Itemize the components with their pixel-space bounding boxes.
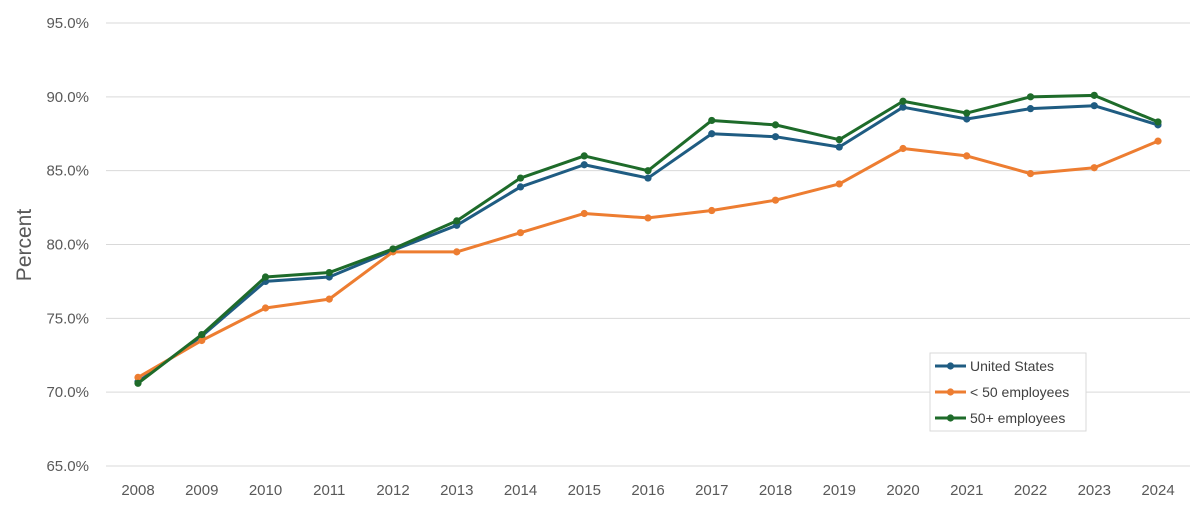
y-tick-label: 70.0% (46, 384, 89, 401)
x-tick-label: 2018 (759, 482, 792, 499)
data-point (580, 209, 588, 218)
data-point (389, 245, 397, 253)
legend-swatch-marker (946, 414, 955, 422)
data-point (899, 103, 907, 111)
legend-entry-label: < 50 employees (970, 384, 1069, 400)
series-2 (134, 91, 1162, 387)
data-point (325, 295, 333, 303)
series-1 (134, 137, 1162, 381)
y-tick-label: 75.0% (46, 310, 89, 327)
data-point (835, 143, 843, 151)
data-point (1026, 105, 1035, 113)
data-point (580, 161, 588, 169)
x-tick-label: 2008 (121, 482, 154, 499)
data-point (963, 115, 971, 123)
x-tick-label: 2022 (1014, 482, 1047, 499)
legend-entry-label: United States (970, 358, 1054, 374)
data-point (134, 373, 142, 381)
data-point (1090, 91, 1098, 99)
data-point (963, 109, 971, 117)
data-point (198, 336, 206, 345)
data-point (708, 116, 716, 125)
x-tick-label: 2021 (950, 482, 983, 499)
legend-entry-label: 50+ employees (970, 410, 1065, 426)
x-tick-label: 2013 (440, 482, 473, 499)
data-point (771, 133, 780, 141)
y-tick-label: 90.0% (46, 89, 89, 106)
data-point (835, 136, 843, 144)
data-point (1090, 164, 1098, 172)
y-axis-ticks: 65.0% 70.0% 75.0% 80.0% 85.0% 90.0% 95.0% (46, 15, 89, 475)
x-axis-ticks: 2008 2009 2010 2011 2012 2013 2014 2015 2016 2017… (121, 482, 1174, 499)
x-tick-label: 2024 (1141, 482, 1174, 499)
data-point (1090, 102, 1098, 110)
data-point (134, 379, 142, 387)
y-tick-label: 85.0% (46, 163, 89, 180)
legend-swatch-marker (946, 388, 955, 396)
x-tick-label: 2017 (695, 482, 728, 499)
series-0 (134, 102, 1162, 386)
y-tick-label: 95.0% (46, 15, 89, 32)
data-point (644, 174, 652, 182)
series-line (136, 104, 1160, 384)
series-lines (134, 91, 1162, 387)
data-point (1026, 93, 1035, 101)
x-tick-label: 2011 (313, 482, 345, 499)
data-point (261, 304, 270, 312)
data-point (1154, 137, 1162, 145)
x-tick-label: 2010 (249, 482, 282, 499)
y-axis-title: Percent (13, 209, 36, 282)
x-tick-label: 2009 (185, 482, 218, 499)
data-point (644, 167, 652, 175)
data-point (771, 196, 780, 204)
x-tick-label: 2015 (568, 482, 601, 499)
data-point (708, 206, 716, 215)
data-point (453, 248, 461, 256)
x-tick-label: 2012 (376, 482, 409, 499)
data-point (198, 330, 206, 339)
data-point (771, 121, 780, 129)
data-point (1026, 170, 1035, 178)
data-point (899, 97, 907, 105)
y-tick-label: 65.0% (46, 458, 89, 475)
data-point (1154, 118, 1162, 126)
legend: United States < 50 employees 50+ employees (929, 352, 1087, 432)
x-tick-label: 2016 (631, 482, 664, 499)
x-tick-label: 2023 (1078, 482, 1111, 499)
x-tick-label: 2019 (823, 482, 856, 499)
x-tick-label: 2020 (886, 482, 919, 499)
legend-swatch-marker (946, 362, 955, 370)
data-point (644, 214, 652, 222)
data-point (516, 183, 525, 191)
y-tick-label: 80.0% (46, 237, 89, 254)
data-point (516, 229, 525, 237)
data-point (261, 273, 270, 281)
data-point (453, 217, 461, 225)
data-point (580, 152, 588, 160)
data-point (899, 144, 907, 153)
x-tick-label: 2014 (504, 482, 537, 499)
data-point (963, 152, 971, 160)
data-point (708, 130, 716, 138)
data-point (835, 180, 843, 188)
data-point (325, 268, 333, 277)
series-line (136, 93, 1160, 385)
data-point (516, 174, 525, 182)
